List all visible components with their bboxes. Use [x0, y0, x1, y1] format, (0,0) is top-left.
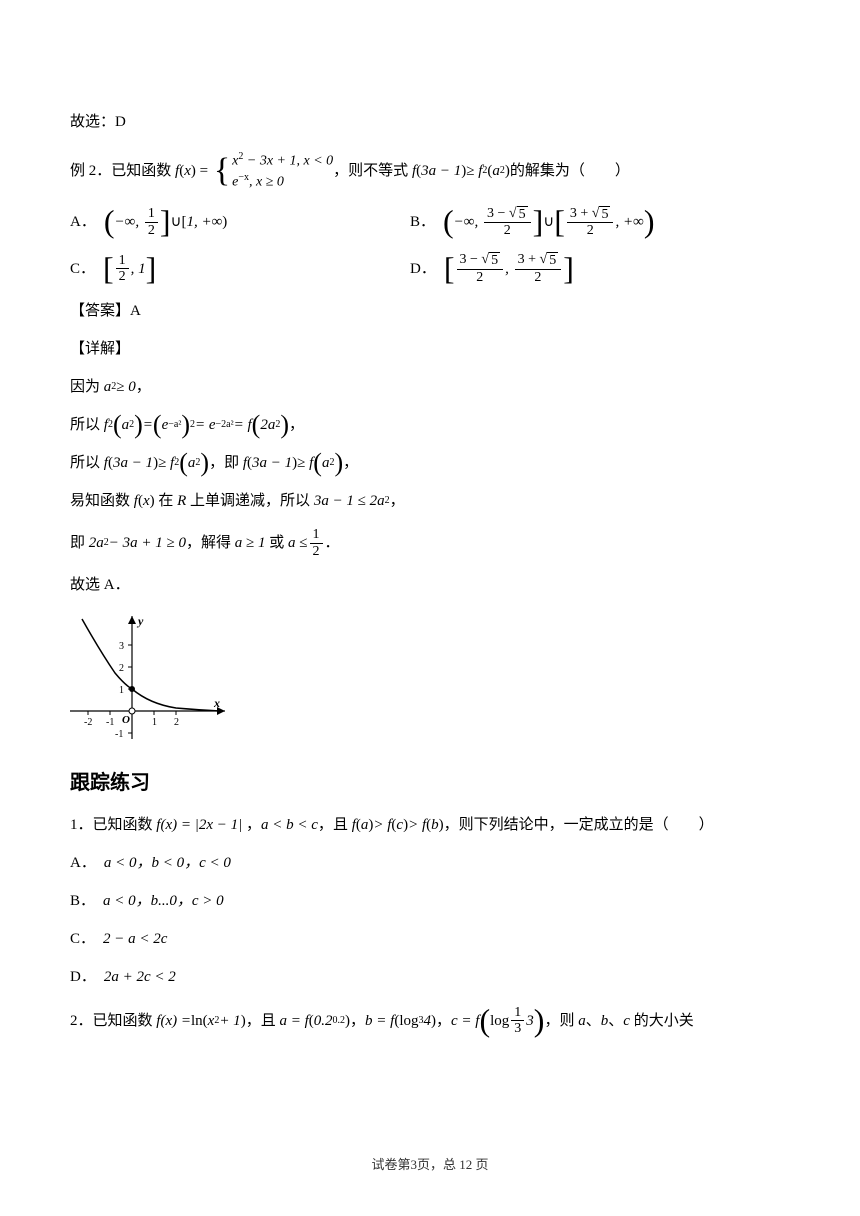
option-D-math: [ 3 − √52 , 3 + √52 ]	[444, 252, 574, 285]
q1-C: C． 2 − a < 2c	[70, 927, 790, 951]
svg-text:1: 1	[152, 717, 157, 728]
prefix: 已知函数	[93, 1009, 153, 1033]
inequality: f(3a − 1) ≥ f2(a2)	[408, 159, 510, 183]
page-footer: 试卷第3页，总 12 页	[0, 1155, 860, 1176]
quad: 2a2 − 3a + 1 ≥ 0	[85, 531, 186, 555]
label-C: C．	[70, 257, 95, 281]
svg-text:x: x	[213, 696, 220, 710]
detail-l2: 所以 f2(a2) = (e−a²)2 = e−2a² = f(2a2) ，	[70, 413, 790, 437]
option-C-math: [ 12 , 1]	[103, 253, 156, 285]
mid: 解得	[201, 531, 231, 555]
pre: 所以	[70, 451, 100, 475]
option-A: A． (−∞, 12 ] ∪[1, +∞)	[70, 206, 410, 239]
and: 且	[333, 813, 348, 837]
math: f2(a2) = (e−a²)2 = e−2a² = f(2a2)	[100, 413, 289, 437]
label-A: A．	[70, 210, 96, 234]
detail-text: 【详解】	[70, 337, 130, 361]
svg-text:-2: -2	[84, 717, 92, 728]
label: B．	[70, 889, 95, 913]
func: f(x) = ln(x2 + 1)	[153, 1009, 246, 1033]
option-B: B． (−∞, 3 − √52 ] ∪ [ 3 + √52 , +∞)	[410, 206, 790, 239]
or: 或	[269, 531, 284, 555]
option-D: D． [ 3 − √52 , 3 + √52 ]	[410, 252, 790, 285]
svg-text:2: 2	[174, 717, 179, 728]
math2: f(3a − 1) ≥ f(a2)	[239, 451, 343, 475]
text: 故选：D	[70, 110, 126, 134]
func: f(x) = |2x − 1|	[153, 813, 246, 837]
end: ．	[325, 531, 340, 555]
label: A．	[70, 851, 96, 875]
pre: 即	[70, 531, 85, 555]
suffix: 则下列结论中，一定成立的是（ ）	[459, 813, 714, 837]
svg-text:-1: -1	[115, 729, 123, 740]
text: 故选 A．	[70, 573, 130, 597]
text: 因为 a2 ≥ 0，	[70, 375, 151, 399]
mid: 即	[224, 451, 239, 475]
detail-l1: 因为 a2 ≥ 0，	[70, 375, 790, 399]
label-D: D．	[410, 257, 436, 281]
math: a < 0，b...0，c > 0	[103, 889, 224, 913]
svg-text:y: y	[136, 614, 144, 628]
b-def: b = f(log3 4)	[365, 1009, 436, 1033]
footer-text: 试卷第3页，总 12 页	[371, 1157, 488, 1172]
label: 例 2．	[70, 159, 111, 183]
and: 且	[261, 1009, 276, 1033]
answer: 【答案】A	[70, 299, 790, 323]
num: 1．	[70, 813, 93, 837]
sol1: a ≥ 1	[231, 531, 269, 555]
num: 2．	[70, 1009, 93, 1033]
prefix: 已知函数	[93, 813, 153, 837]
detail-l5: 即 2a2 − 3a + 1 ≥ 0， 解得 a ≥ 1 或 a ≤ 12 ．	[70, 527, 790, 559]
practice-heading: 跟踪练习	[70, 767, 790, 799]
text: 跟踪练习	[70, 772, 150, 794]
math: 2a + 2c < 2	[104, 965, 176, 989]
suffix: 则 a、b、c 的大小关	[559, 1009, 693, 1033]
math: a < 0，b < 0，c < 0	[104, 851, 231, 875]
option-C: C． [ 12 , 1]	[70, 252, 410, 285]
cond: a < b < c	[261, 813, 318, 837]
q1-D: D． 2a + 2c < 2	[70, 965, 790, 989]
suffix: 的解集为（ ）	[510, 159, 630, 183]
sol2: a ≤ 12	[284, 527, 324, 559]
answer-text: 【答案】A	[70, 299, 141, 323]
label-B: B．	[410, 210, 435, 234]
option-A-math: (−∞, 12 ] ∪[1, +∞)	[104, 206, 227, 238]
q1-A: A． a < 0，b < 0，c < 0	[70, 851, 790, 875]
prefix: 已知函数	[111, 159, 171, 183]
q1-B: B． a < 0，b...0，c > 0	[70, 889, 790, 913]
q1-stem: 1． 已知函数 f(x) = |2x − 1| ， a < b < c， 且 f…	[70, 813, 790, 837]
svg-text:-1: -1	[106, 717, 114, 728]
fx: f(x)	[130, 489, 158, 513]
math1: f(3a − 1) ≥ f2(a2)	[100, 451, 209, 475]
options-row-2: C． [ 12 , 1] D． [ 3 − √52 , 3 + √52 ]	[70, 252, 790, 285]
label: C．	[70, 927, 95, 951]
example2-stem: 例 2． 已知函数 f(x) = { x2 − 3x + 1, x < 0 e−…	[70, 150, 790, 192]
conclusion-previous: 故选：D	[70, 110, 790, 134]
detail-l3: 所以 f(3a − 1) ≥ f2(a2) ， 即 f(3a − 1) ≥ f(…	[70, 451, 790, 475]
svg-text:2: 2	[119, 663, 124, 674]
pre: 易知函数	[70, 489, 130, 513]
mid-text: ，则不等式	[333, 159, 408, 183]
svg-text:O: O	[122, 714, 130, 726]
detail-l6: 故选 A．	[70, 573, 790, 597]
svg-text:3: 3	[119, 641, 124, 652]
c-def: c = f(log13 3)	[451, 1005, 544, 1037]
option-B-math: (−∞, 3 − √52 ] ∪ [ 3 + √52 , +∞)	[443, 206, 654, 239]
math: 2 − a < 2c	[103, 927, 167, 951]
ineq: 3a − 1 ≤ 2a2	[310, 489, 390, 513]
detail-heading: 【详解】	[70, 337, 790, 361]
svg-text:1: 1	[119, 685, 124, 696]
function-graph: -2 -1 1 2 1 2 3 -1 x y O	[70, 611, 790, 749]
options-row-1: A． (−∞, 12 ] ∪[1, +∞) B． (−∞, 3 − √52 ] …	[70, 206, 790, 239]
detail-l4: 易知函数 f(x) 在 R 上单调递减，所以 3a − 1 ≤ 2a2，	[70, 489, 790, 513]
piecewise-function: f(x) = { x2 − 3x + 1, x < 0 e−x, x ≥ 0	[171, 150, 333, 192]
q2-stem: 2． 已知函数 f(x) = ln(x2 + 1)， 且 a = f(0.20.…	[70, 1005, 790, 1037]
a-def: a = f(0.20.2)	[276, 1009, 350, 1033]
pre: 所以	[70, 413, 100, 437]
ineq: f(a) > f(c) > f(b)	[348, 813, 444, 837]
mid: 在 R 上单调递减，所以	[158, 489, 310, 513]
label: D．	[70, 965, 96, 989]
